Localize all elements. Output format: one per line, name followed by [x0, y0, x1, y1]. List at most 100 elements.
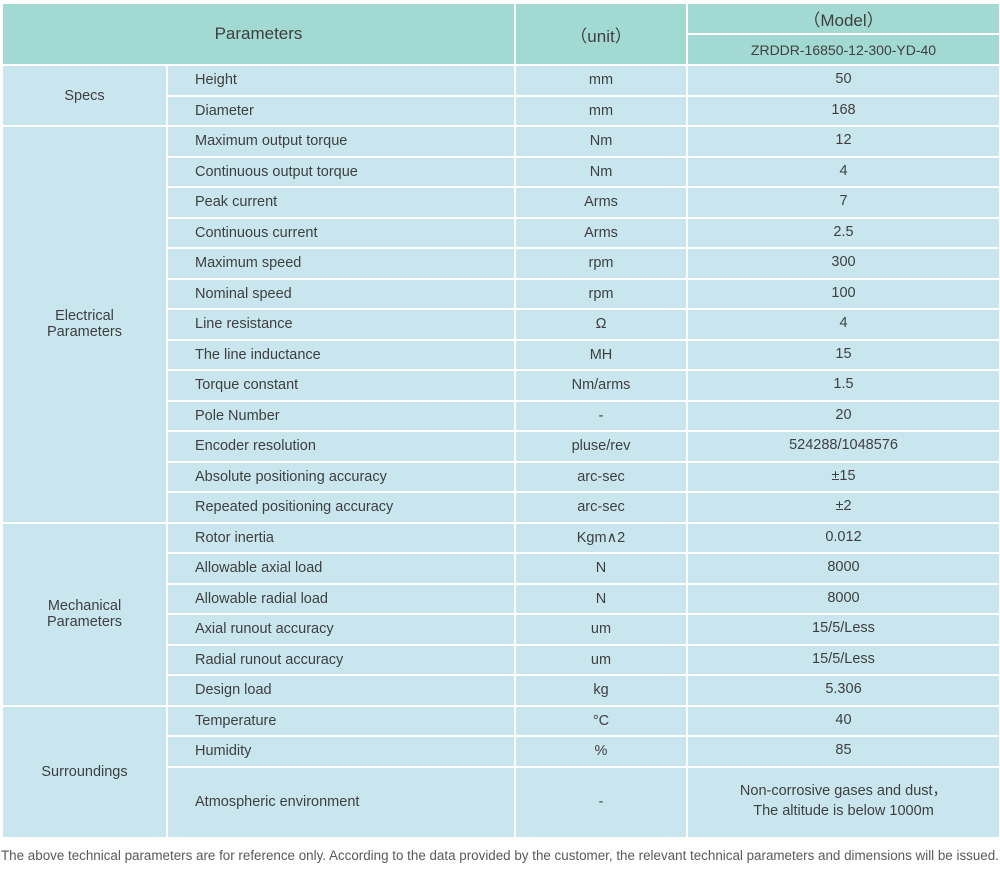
group-cell: Mechanical Parameters	[1, 521, 168, 707]
unit-cell: MH	[514, 338, 688, 371]
param-name-cell: Peak current	[166, 186, 516, 219]
unit-cell: rpm	[514, 277, 688, 310]
value-cell: 4	[686, 155, 1000, 188]
param-name-cell: Repeated positioning accuracy	[166, 491, 516, 524]
table-row: Peak current Arms 7	[2, 186, 1000, 219]
param-name-cell: Design load	[166, 674, 516, 707]
param-name-cell: Line resistance	[166, 308, 516, 341]
unit-cell: Ω	[514, 308, 688, 341]
table-row: Repeated positioning accuracy arc-sec ±2	[2, 491, 1000, 524]
param-name-cell: Maximum output torque	[166, 125, 516, 158]
unit-column-header: （unit）	[514, 2, 688, 66]
unit-cell: -	[514, 399, 688, 432]
table-row: Surroundings Temperature °C 40	[1, 704, 1000, 839]
value-cell: 12	[686, 125, 1000, 158]
value-cell: 7	[686, 186, 1000, 219]
param-name-cell: Allowable axial load	[166, 552, 516, 585]
table-row: Maximum speed rpm 300	[2, 247, 1000, 280]
unit-cell: N	[514, 552, 688, 585]
param-name-cell: Radial runout accuracy	[166, 643, 516, 676]
param-name-cell: Axial runout accuracy	[166, 613, 516, 646]
value-cell: 20	[686, 399, 1000, 432]
param-name-cell: Temperature	[166, 704, 516, 737]
value-cell: 15/5/Less	[686, 643, 1000, 676]
unit-cell: kg	[514, 674, 688, 707]
unit-cell: %	[514, 735, 688, 768]
param-name-cell: Rotor inertia	[166, 521, 516, 554]
value-cell: 524288/1048576	[686, 430, 1000, 463]
footnote: The above technical parameters are for r…	[1, 847, 999, 863]
value-cell: 15	[686, 338, 1000, 371]
param-name-cell: Encoder resolution	[166, 430, 516, 463]
table-row: Design load kg 5.306	[2, 674, 1000, 707]
unit-cell: rpm	[514, 247, 688, 280]
table-row: Axial runout accuracy um 15/5/Less	[2, 613, 1000, 646]
value-cell: 168	[686, 94, 1000, 127]
table-row: Radial runout accuracy um 15/5/Less	[2, 643, 1000, 676]
model-column-header: （Model）	[686, 2, 1000, 35]
table-row: Atmospheric environment - Non-corrosive ga…	[2, 765, 1000, 839]
value-cell: 8000	[686, 552, 1000, 585]
value-cell: 300	[686, 247, 1000, 280]
param-name-cell: Nominal speed	[166, 277, 516, 310]
table-row: Continuous current Arms 2.5	[2, 216, 1000, 249]
value-cell: 5.306	[686, 674, 1000, 707]
group-cell: Electrical Parameters	[1, 125, 168, 524]
group-cell: Specs	[1, 64, 168, 127]
model-number: ZRDDR-16850-12-300-YD-40	[686, 33, 1000, 66]
unit-cell: mm	[514, 94, 688, 127]
parameters-column-header: Parameters	[1, 2, 516, 66]
param-name-cell: The line inductance	[166, 338, 516, 371]
param-name-cell: Absolute positioning accuracy	[166, 460, 516, 493]
unit-cell: pluse/rev	[514, 430, 688, 463]
table-row: Electrical Parameters Maximum output torq…	[1, 125, 1000, 524]
table-row: Continuous output torque Nm 4	[2, 155, 1000, 188]
param-name-cell: Atmospheric environment	[166, 765, 516, 839]
table-row: Allowable radial load N 8000	[2, 582, 1000, 615]
unit-cell: arc-sec	[514, 460, 688, 493]
unit-cell: um	[514, 613, 688, 646]
param-name-cell: Diameter	[166, 94, 516, 127]
value-cell: 85	[686, 735, 1000, 768]
table-row: Allowable axial load N 8000	[2, 552, 1000, 585]
param-name-cell: Allowable radial load	[166, 582, 516, 615]
unit-cell: Nm/arms	[514, 369, 688, 402]
value-cell: 8000	[686, 582, 1000, 615]
param-name-cell: Torque constant	[166, 369, 516, 402]
table-row: Encoder resolution pluse/rev 524288/104857…	[2, 430, 1000, 463]
table-row: Mechanical Parameters Rotor inertia Kgm∧2 0…	[1, 521, 1000, 707]
table-row: Humidity% 85	[2, 735, 1000, 768]
param-name-cell: Continuous current	[166, 216, 516, 249]
table-row: Nominal speed rpm 100	[2, 277, 1000, 310]
value-cell: 40	[686, 704, 1000, 737]
unit-cell: Nm	[514, 125, 688, 158]
param-name-cell: Maximum speed	[166, 247, 516, 280]
table-row: Specs Height mm 50	[1, 64, 1000, 127]
unit-cell: °C	[514, 704, 688, 737]
table-body: Specs Height mm 50 Diameter mm 168 Electrical P…	[1, 64, 1000, 839]
value-cell: 4	[686, 308, 1000, 341]
table-header: Parameters （unit） （Model） ZRDDR-16850-12…	[1, 2, 1000, 66]
value-cell: Non-corrosive gases and dust， The altitu…	[686, 765, 1000, 839]
value-cell: 100	[686, 277, 1000, 310]
unit-cell: Arms	[514, 216, 688, 249]
param-name-cell: Pole Number	[166, 399, 516, 432]
group-cell: Surroundings	[1, 704, 168, 839]
value-cell: ±15	[686, 460, 1000, 493]
unit-cell: mm	[514, 64, 688, 97]
value-cell: ±2	[686, 491, 1000, 524]
unit-cell: arc-sec	[514, 491, 688, 524]
unit-cell: N	[514, 582, 688, 615]
value-cell: 15/5/Less	[686, 613, 1000, 646]
unit-cell: um	[514, 643, 688, 676]
table-row: Pole Number -20	[2, 399, 1000, 432]
param-name-cell: Humidity	[166, 735, 516, 768]
value-cell: 1.5	[686, 369, 1000, 402]
value-cell: 50	[686, 64, 1000, 97]
param-name-cell: Height	[166, 64, 516, 97]
unit-cell: Nm	[514, 155, 688, 188]
unit-cell: Kgm∧2	[514, 521, 688, 554]
value-cell: 0.012	[686, 521, 1000, 554]
value-cell: 2.5	[686, 216, 1000, 249]
